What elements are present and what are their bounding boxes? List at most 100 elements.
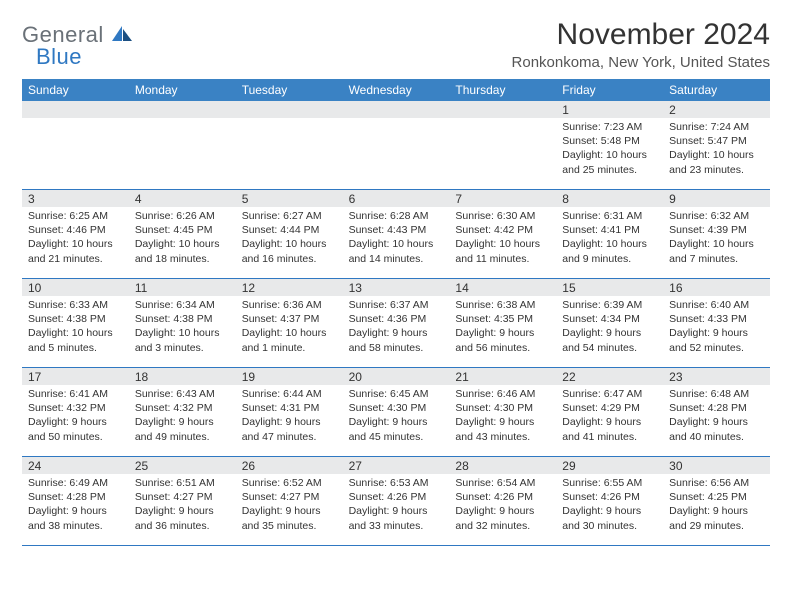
sunrise-text: Sunrise: 6:49 AM bbox=[28, 476, 123, 490]
sunset-text: Sunset: 4:28 PM bbox=[669, 401, 764, 415]
daylight-text: Daylight: 10 hours and 1 minute. bbox=[242, 326, 337, 354]
sunrise-text: Sunrise: 6:46 AM bbox=[455, 387, 550, 401]
day-detail: Sunrise: 6:49 AMSunset: 4:28 PMDaylight:… bbox=[22, 474, 129, 537]
daylight-text: Daylight: 9 hours and 52 minutes. bbox=[669, 326, 764, 354]
sunrise-text: Sunrise: 6:44 AM bbox=[242, 387, 337, 401]
day-number: 20 bbox=[343, 368, 450, 385]
sunset-text: Sunset: 4:37 PM bbox=[242, 312, 337, 326]
sunrise-text: Sunrise: 6:36 AM bbox=[242, 298, 337, 312]
daylight-text: Daylight: 10 hours and 23 minutes. bbox=[669, 148, 764, 176]
sunset-text: Sunset: 4:27 PM bbox=[242, 490, 337, 504]
calendar-week: 1Sunrise: 7:23 AMSunset: 5:48 PMDaylight… bbox=[22, 101, 770, 190]
logo-sail-icon bbox=[112, 29, 134, 46]
calendar-day: 19Sunrise: 6:44 AMSunset: 4:31 PMDayligh… bbox=[236, 368, 343, 456]
daylight-text: Daylight: 9 hours and 32 minutes. bbox=[455, 504, 550, 532]
day-number: 24 bbox=[22, 457, 129, 474]
day-detail: Sunrise: 6:46 AMSunset: 4:30 PMDaylight:… bbox=[449, 385, 556, 448]
day-number: 16 bbox=[663, 279, 770, 296]
daylight-text: Daylight: 9 hours and 43 minutes. bbox=[455, 415, 550, 443]
calendar-day: 23Sunrise: 6:48 AMSunset: 4:28 PMDayligh… bbox=[663, 368, 770, 456]
calendar: SundayMondayTuesdayWednesdayThursdayFrid… bbox=[22, 79, 770, 546]
sunset-text: Sunset: 4:38 PM bbox=[135, 312, 230, 326]
day-detail: Sunrise: 7:24 AMSunset: 5:47 PMDaylight:… bbox=[663, 118, 770, 181]
day-number: 4 bbox=[129, 190, 236, 207]
day-detail: Sunrise: 6:47 AMSunset: 4:29 PMDaylight:… bbox=[556, 385, 663, 448]
daylight-text: Daylight: 10 hours and 14 minutes. bbox=[349, 237, 444, 265]
location: Ronkonkoma, New York, United States bbox=[512, 54, 770, 71]
weekday-header: Thursday bbox=[449, 79, 556, 101]
sunset-text: Sunset: 4:42 PM bbox=[455, 223, 550, 237]
day-number: 15 bbox=[556, 279, 663, 296]
sunset-text: Sunset: 4:38 PM bbox=[28, 312, 123, 326]
sunrise-text: Sunrise: 6:34 AM bbox=[135, 298, 230, 312]
daylight-text: Daylight: 9 hours and 49 minutes. bbox=[135, 415, 230, 443]
sunrise-text: Sunrise: 6:48 AM bbox=[669, 387, 764, 401]
daylight-text: Daylight: 9 hours and 58 minutes. bbox=[349, 326, 444, 354]
calendar-day: 10Sunrise: 6:33 AMSunset: 4:38 PMDayligh… bbox=[22, 279, 129, 367]
day-number: 1 bbox=[556, 101, 663, 118]
sunset-text: Sunset: 4:33 PM bbox=[669, 312, 764, 326]
calendar-day: 8Sunrise: 6:31 AMSunset: 4:41 PMDaylight… bbox=[556, 190, 663, 278]
calendar-day: 3Sunrise: 6:25 AMSunset: 4:46 PMDaylight… bbox=[22, 190, 129, 278]
day-number: 11 bbox=[129, 279, 236, 296]
day-number: 14 bbox=[449, 279, 556, 296]
sunrise-text: Sunrise: 6:55 AM bbox=[562, 476, 657, 490]
calendar-day: 26Sunrise: 6:52 AMSunset: 4:27 PMDayligh… bbox=[236, 457, 343, 545]
day-number bbox=[449, 101, 556, 118]
daylight-text: Daylight: 9 hours and 30 minutes. bbox=[562, 504, 657, 532]
day-detail bbox=[449, 118, 556, 124]
calendar-day: 29Sunrise: 6:55 AMSunset: 4:26 PMDayligh… bbox=[556, 457, 663, 545]
daylight-text: Daylight: 9 hours and 36 minutes. bbox=[135, 504, 230, 532]
sunrise-text: Sunrise: 6:38 AM bbox=[455, 298, 550, 312]
sunset-text: Sunset: 4:35 PM bbox=[455, 312, 550, 326]
day-detail bbox=[129, 118, 236, 124]
day-detail: Sunrise: 6:43 AMSunset: 4:32 PMDaylight:… bbox=[129, 385, 236, 448]
day-detail: Sunrise: 7:23 AMSunset: 5:48 PMDaylight:… bbox=[556, 118, 663, 181]
daylight-text: Daylight: 9 hours and 56 minutes. bbox=[455, 326, 550, 354]
daylight-text: Daylight: 10 hours and 21 minutes. bbox=[28, 237, 123, 265]
sunset-text: Sunset: 4:26 PM bbox=[349, 490, 444, 504]
daylight-text: Daylight: 10 hours and 7 minutes. bbox=[669, 237, 764, 265]
calendar-day: 13Sunrise: 6:37 AMSunset: 4:36 PMDayligh… bbox=[343, 279, 450, 367]
day-number: 10 bbox=[22, 279, 129, 296]
logo-text: General Blue bbox=[22, 24, 134, 68]
day-detail: Sunrise: 6:26 AMSunset: 4:45 PMDaylight:… bbox=[129, 207, 236, 270]
day-detail: Sunrise: 6:44 AMSunset: 4:31 PMDaylight:… bbox=[236, 385, 343, 448]
calendar-day: 21Sunrise: 6:46 AMSunset: 4:30 PMDayligh… bbox=[449, 368, 556, 456]
calendar-week: 10Sunrise: 6:33 AMSunset: 4:38 PMDayligh… bbox=[22, 279, 770, 368]
sunset-text: Sunset: 4:31 PM bbox=[242, 401, 337, 415]
day-detail: Sunrise: 6:37 AMSunset: 4:36 PMDaylight:… bbox=[343, 296, 450, 359]
calendar-day: 27Sunrise: 6:53 AMSunset: 4:26 PMDayligh… bbox=[343, 457, 450, 545]
sunrise-text: Sunrise: 6:31 AM bbox=[562, 209, 657, 223]
calendar-day: 24Sunrise: 6:49 AMSunset: 4:28 PMDayligh… bbox=[22, 457, 129, 545]
calendar-day: 18Sunrise: 6:43 AMSunset: 4:32 PMDayligh… bbox=[129, 368, 236, 456]
sunset-text: Sunset: 5:48 PM bbox=[562, 134, 657, 148]
sunrise-text: Sunrise: 6:40 AM bbox=[669, 298, 764, 312]
sunset-text: Sunset: 4:29 PM bbox=[562, 401, 657, 415]
calendar-day: 9Sunrise: 6:32 AMSunset: 4:39 PMDaylight… bbox=[663, 190, 770, 278]
day-detail: Sunrise: 6:40 AMSunset: 4:33 PMDaylight:… bbox=[663, 296, 770, 359]
weekday-header: Tuesday bbox=[236, 79, 343, 101]
daylight-text: Daylight: 10 hours and 3 minutes. bbox=[135, 326, 230, 354]
day-number: 19 bbox=[236, 368, 343, 385]
logo: General Blue bbox=[22, 24, 134, 68]
day-number: 21 bbox=[449, 368, 556, 385]
sunrise-text: Sunrise: 6:30 AM bbox=[455, 209, 550, 223]
day-detail: Sunrise: 6:31 AMSunset: 4:41 PMDaylight:… bbox=[556, 207, 663, 270]
day-number bbox=[129, 101, 236, 118]
day-detail: Sunrise: 6:55 AMSunset: 4:26 PMDaylight:… bbox=[556, 474, 663, 537]
daylight-text: Daylight: 9 hours and 54 minutes. bbox=[562, 326, 657, 354]
calendar-day bbox=[343, 101, 450, 189]
weekday-header: Friday bbox=[556, 79, 663, 101]
sunrise-text: Sunrise: 6:32 AM bbox=[669, 209, 764, 223]
day-detail bbox=[236, 118, 343, 124]
day-detail: Sunrise: 6:25 AMSunset: 4:46 PMDaylight:… bbox=[22, 207, 129, 270]
sunset-text: Sunset: 4:26 PM bbox=[562, 490, 657, 504]
calendar-day: 6Sunrise: 6:28 AMSunset: 4:43 PMDaylight… bbox=[343, 190, 450, 278]
day-detail: Sunrise: 6:33 AMSunset: 4:38 PMDaylight:… bbox=[22, 296, 129, 359]
sunrise-text: Sunrise: 6:51 AM bbox=[135, 476, 230, 490]
day-number: 25 bbox=[129, 457, 236, 474]
daylight-text: Daylight: 9 hours and 45 minutes. bbox=[349, 415, 444, 443]
sunset-text: Sunset: 4:26 PM bbox=[455, 490, 550, 504]
day-number: 18 bbox=[129, 368, 236, 385]
